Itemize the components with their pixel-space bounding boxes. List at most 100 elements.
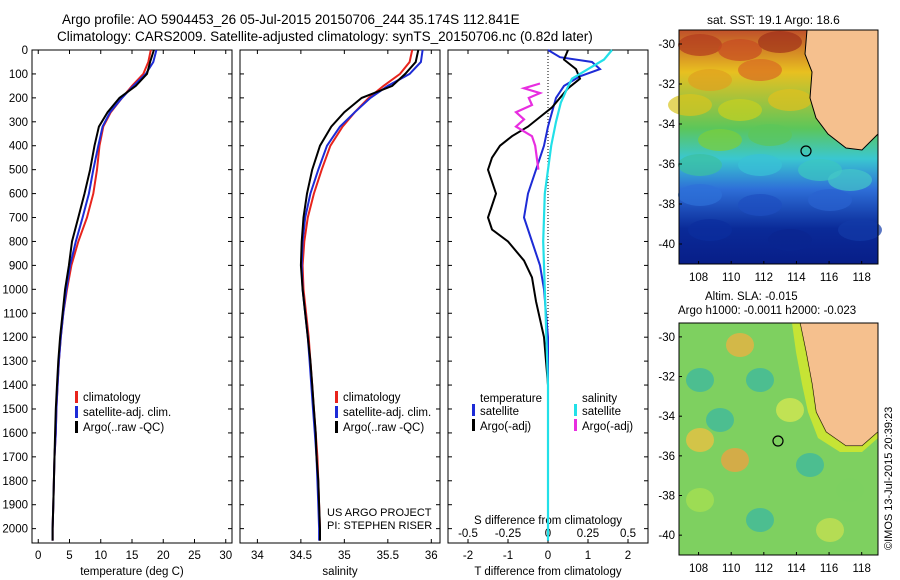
x-tick-label: 0 [545,550,551,562]
x-tick-label: 0 [35,550,41,562]
sla-texture-blob [686,428,714,452]
map-y-tick-label: -36 [658,451,675,463]
map-x-tick-label: 112 [755,563,773,575]
legend-label: Argo(..raw -QC) [83,422,164,434]
y-tick-label: 1400 [2,380,28,392]
legend-swatch [472,419,475,431]
y-tick-label: 800 [9,236,28,248]
legend-label: satellite [582,406,621,418]
y-tick-label: 200 [9,93,28,105]
map-y-tick-label: -32 [658,372,675,384]
legend-swatch [75,391,78,403]
y-tick-label: 1300 [2,356,28,368]
legend-swatch [335,391,338,403]
x-tick-label: 35 [338,550,351,562]
map-y-tick-label: -38 [658,199,675,211]
x-tick-label: 34.5 [290,550,312,562]
credit-pi: PI: STEPHEN RISER [327,520,432,532]
sla-texture-blob [836,478,864,502]
map-x-tick-label: 114 [787,272,806,284]
temperature-plot: 0100200300400500600700800900100011001200… [2,45,232,578]
y-tick-label: 600 [9,189,28,201]
x-tick-label: 5 [66,550,72,562]
x-tick-label: 2 [625,550,631,562]
legend-label: satellite-adj. clim. [83,407,171,419]
legend-swatch [75,406,78,418]
sst-texture-blob [678,184,722,206]
sst-texture-blob [758,31,802,53]
series-temperature-argo-line [486,49,582,541]
legend-label: climatology [83,392,141,404]
y-tick-label: 300 [9,117,28,129]
x-axis-label: T difference from climatology [474,566,621,578]
sla-texture-blob [726,333,754,357]
y-tick-label: 400 [9,141,28,153]
salinity-panel [239,49,441,544]
sst-texture-blob [838,219,882,241]
legend-swatch [472,404,475,416]
y-tick-label: 1100 [3,308,28,320]
series-argo-line [51,49,155,541]
legend-label: satellite [480,406,519,418]
series-argo-line [299,49,420,541]
series-salinity-satellite_salinity-line [542,49,613,541]
y-tick-label: 1000 [2,284,28,296]
legend-label: Argo(..raw -QC) [343,422,424,434]
map-x-tick-label: 108 [689,563,708,575]
sst-argo-marker [800,145,812,157]
map-x-tick-label: 110 [722,563,740,575]
legend-swatch [574,419,577,431]
sst-texture-blob [738,194,782,216]
legend-label: Argo(-adj) [582,421,633,433]
y-tick-label: 1600 [2,428,28,440]
sla-texture-blob [776,398,804,422]
figure-title-line1: Argo profile: AO 5904453_26 05-Jul-2015 … [62,12,520,27]
map-x-tick-label: 118 [853,272,871,284]
sst-texture-blob [718,99,762,121]
sst-map [668,29,882,265]
map-x-tick-label: 114 [787,563,806,575]
sst-texture-blob [698,129,742,151]
map-y-tick-label: -40 [658,239,675,251]
legend-salinity-title: salinity [582,393,617,405]
y-tick-label: 900 [9,260,28,272]
temperature-panel [31,49,233,544]
sla-map-title: Altim. SLA: -0.015 [705,291,798,303]
s-tick-label: -0.25 [495,528,521,540]
x-tick-label: 35.5 [377,550,399,562]
legend-swatch [75,421,78,433]
sla-texture-blob [686,368,714,392]
legend-swatch [335,406,338,418]
map-x-tick-label: 108 [689,272,708,284]
y-tick-label: 2000 [2,524,28,536]
sst-map-title: sat. SST: 19.1 Argo: 18.6 [707,13,840,27]
sst-texture-blob [748,124,792,146]
sst-texture-blob [808,189,852,211]
map-y-tick-label: -30 [658,39,675,51]
sla-map-subtitle: Argo h1000: -0.0011 h2000: -0.023 [678,305,856,317]
s-tick-label: 0.25 [577,528,599,540]
salinity-plot: 34 34.5 35 35.5 36 salinity climatology satelli… [240,49,440,578]
x-axis-label: temperature (deg C) [80,566,184,578]
sst-texture-blob [688,69,732,91]
map-y-tick-label: -30 [658,332,675,344]
map-y-tick-label: -40 [658,530,675,542]
y-tick-label: 100 [9,69,28,81]
sla-texture-blob [796,453,824,477]
map-y-tick-label: -34 [658,411,675,423]
y-tick-label: 1900 [2,500,28,512]
x-tick-label: -1 [503,550,513,562]
x-tick-label: -2 [463,550,473,562]
map-x-tick-label: 110 [722,272,740,284]
x-tick-label: 20 [157,550,170,562]
legend-label: Argo(-adj) [480,421,531,433]
map-y-tick-label: -32 [658,79,675,91]
map-y-tick-label: -36 [658,159,675,171]
map-x-tick-label: 112 [755,272,773,284]
map-x-tick-label: 116 [820,272,838,284]
map-y-tick-label: -34 [658,119,675,131]
sla-texture-blob [746,368,774,392]
y-tick-label: 1800 [2,476,28,488]
legend-temperature-title: temperature [480,393,542,405]
